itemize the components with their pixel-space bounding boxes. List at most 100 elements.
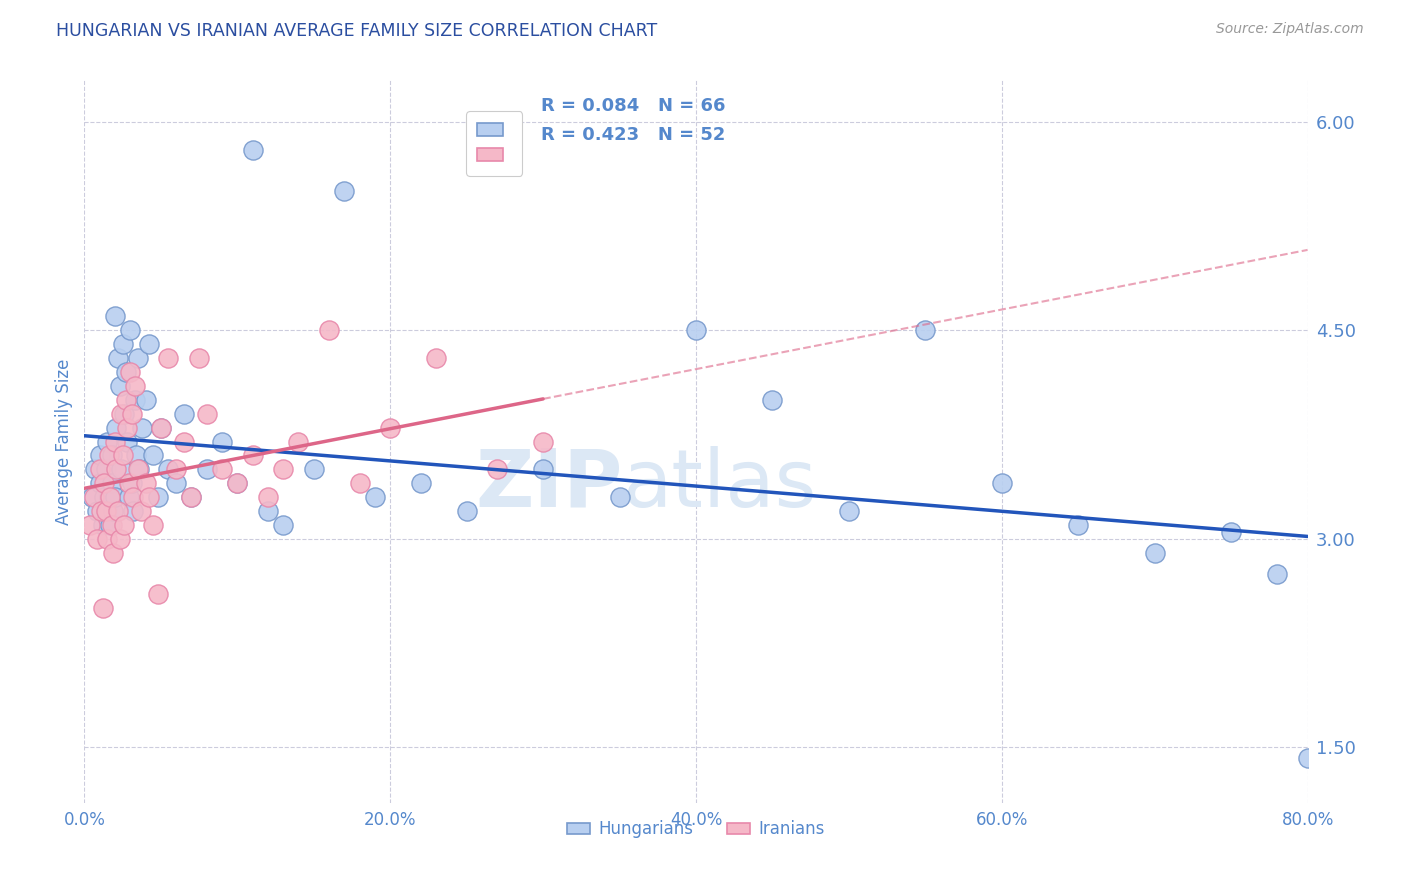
Point bbox=[531, 462, 554, 476]
Point bbox=[91, 517, 114, 532]
Point bbox=[103, 546, 125, 560]
Point bbox=[101, 449, 124, 463]
Point bbox=[110, 407, 132, 421]
Point bbox=[124, 392, 146, 407]
Point bbox=[271, 517, 294, 532]
Point bbox=[195, 462, 218, 476]
Point bbox=[108, 379, 131, 393]
Point bbox=[104, 490, 127, 504]
Point bbox=[107, 351, 129, 366]
Point bbox=[146, 587, 169, 601]
Point bbox=[531, 434, 554, 449]
Point bbox=[211, 434, 233, 449]
Point bbox=[84, 462, 107, 476]
Point bbox=[89, 449, 111, 463]
Point bbox=[914, 323, 936, 337]
Point bbox=[91, 601, 114, 615]
Text: R = 0.423   N = 52: R = 0.423 N = 52 bbox=[541, 126, 725, 144]
Point bbox=[211, 462, 233, 476]
Text: HUNGARIAN VS IRANIAN AVERAGE FAMILY SIZE CORRELATION CHART: HUNGARIAN VS IRANIAN AVERAGE FAMILY SIZE… bbox=[56, 22, 658, 40]
Point bbox=[127, 462, 149, 476]
Point bbox=[98, 490, 121, 504]
Point bbox=[103, 504, 125, 518]
Text: Source: ZipAtlas.com: Source: ZipAtlas.com bbox=[1216, 22, 1364, 37]
Point bbox=[86, 504, 108, 518]
Point bbox=[157, 351, 180, 366]
Point bbox=[287, 434, 309, 449]
Point bbox=[257, 504, 280, 518]
Point bbox=[157, 462, 180, 476]
Point bbox=[257, 490, 280, 504]
Point bbox=[135, 476, 157, 491]
Y-axis label: Average Family Size: Average Family Size bbox=[55, 359, 73, 524]
Point bbox=[89, 476, 111, 491]
Point bbox=[165, 476, 187, 491]
Point bbox=[302, 462, 325, 476]
Text: R = 0.084   N = 66: R = 0.084 N = 66 bbox=[541, 96, 725, 115]
Point bbox=[122, 504, 145, 518]
Point bbox=[135, 392, 157, 407]
Point bbox=[138, 490, 160, 504]
Point bbox=[364, 490, 387, 504]
Point bbox=[1067, 517, 1090, 532]
Point bbox=[318, 323, 340, 337]
Point bbox=[271, 462, 294, 476]
Point bbox=[142, 517, 165, 532]
Point bbox=[104, 434, 127, 449]
Point bbox=[101, 517, 124, 532]
Point bbox=[149, 420, 172, 434]
Point bbox=[1143, 546, 1166, 560]
Point bbox=[114, 392, 136, 407]
Point bbox=[146, 490, 169, 504]
Point bbox=[124, 379, 146, 393]
Point bbox=[173, 407, 195, 421]
Point bbox=[104, 310, 127, 324]
Point bbox=[333, 185, 356, 199]
Point bbox=[80, 490, 103, 504]
Point bbox=[1296, 751, 1319, 765]
Point bbox=[111, 449, 134, 463]
Point bbox=[142, 449, 165, 463]
Point bbox=[129, 504, 152, 518]
Point bbox=[118, 476, 141, 491]
Point bbox=[96, 532, 118, 546]
Point bbox=[120, 323, 142, 337]
Point bbox=[94, 462, 117, 476]
Point bbox=[79, 517, 101, 532]
Point bbox=[98, 517, 121, 532]
Point bbox=[121, 407, 143, 421]
Point bbox=[226, 476, 249, 491]
Point bbox=[242, 449, 264, 463]
Point bbox=[127, 351, 149, 366]
Point bbox=[838, 504, 860, 518]
Text: ZIP: ZIP bbox=[475, 446, 623, 524]
Point bbox=[173, 434, 195, 449]
Point bbox=[486, 462, 509, 476]
Point bbox=[110, 462, 132, 476]
Point bbox=[138, 337, 160, 351]
Point bbox=[1220, 524, 1243, 539]
Point bbox=[90, 504, 112, 518]
Point bbox=[685, 323, 707, 337]
Point bbox=[105, 462, 128, 476]
Point bbox=[991, 476, 1014, 491]
Point bbox=[180, 490, 202, 504]
Point bbox=[349, 476, 371, 491]
Text: atlas: atlas bbox=[623, 446, 817, 524]
Point bbox=[115, 420, 138, 434]
Point bbox=[1265, 566, 1288, 581]
Point bbox=[242, 143, 264, 157]
Point bbox=[94, 504, 117, 518]
Point bbox=[121, 476, 143, 491]
Point bbox=[120, 365, 142, 379]
Point bbox=[456, 504, 478, 518]
Point bbox=[107, 504, 129, 518]
Point bbox=[93, 490, 115, 504]
Point bbox=[188, 351, 211, 366]
Point bbox=[112, 407, 135, 421]
Point bbox=[86, 532, 108, 546]
Point bbox=[125, 449, 148, 463]
Point bbox=[97, 449, 120, 463]
Point bbox=[180, 490, 202, 504]
Point bbox=[409, 476, 432, 491]
